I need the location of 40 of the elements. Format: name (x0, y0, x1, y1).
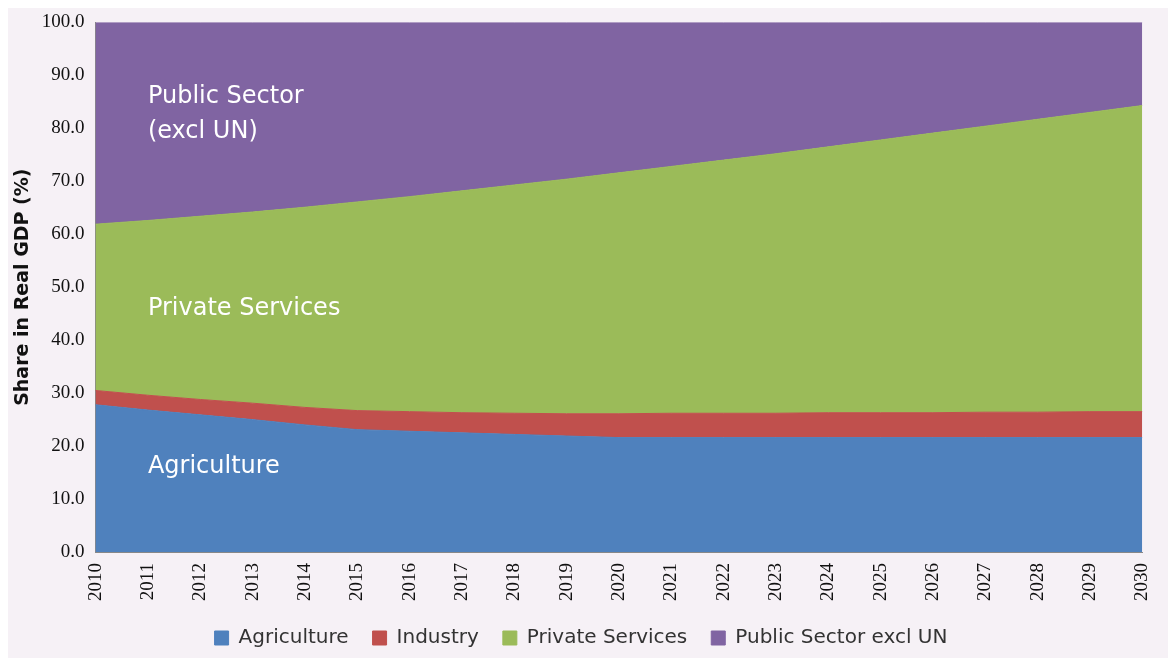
legend-label: Private Services (526, 624, 688, 649)
x-tick-label: 2022 (711, 563, 733, 601)
annotation: Public Sector (excl UN) (147, 80, 304, 144)
x-tick-label: 2011 (135, 563, 157, 601)
y-tick-label: 20.0 (51, 434, 85, 456)
x-tick-label: 2018 (502, 563, 524, 601)
x-tick-label: 2019 (554, 563, 576, 601)
y-tick-label: 50.0 (51, 275, 85, 297)
x-tick-label: 2013 (240, 563, 262, 601)
y-tick-label: 100.0 (41, 10, 85, 32)
y-tick-label: 10.0 (51, 487, 85, 509)
x-tick-label: 2015 (345, 563, 367, 601)
x-tick-label: 2029 (1077, 563, 1099, 601)
x-tick-label: 2017 (449, 563, 471, 601)
annotation: Agriculture (147, 451, 280, 480)
legend-label: Agriculture (238, 624, 349, 649)
y-tick-label: 30.0 (51, 381, 85, 403)
y-tick-label: 40.0 (51, 328, 85, 350)
x-tick-label: 2024 (816, 562, 838, 601)
y-axis-title: Share in Real GDP (%) (10, 168, 33, 406)
x-tick-label: 2026 (920, 563, 942, 601)
y-tick-label: 80.0 (51, 116, 85, 138)
x-tick-label: 2020 (606, 563, 628, 601)
x-tick-label: 2023 (763, 563, 785, 601)
y-tick-label: 70.0 (51, 169, 85, 191)
x-tick-label: 2021 (659, 563, 681, 601)
x-tick-label: 2028 (1025, 563, 1047, 601)
y-tick-label: 90.0 (51, 63, 85, 85)
y-tick-label: 60.0 (51, 222, 85, 244)
x-tick-label: 2016 (397, 563, 419, 601)
x-tick-label: 2025 (868, 563, 890, 601)
legend-label: Public Sector excl UN (735, 624, 948, 649)
legend-label: Industry (396, 624, 480, 649)
x-tick-label: 2010 (83, 563, 105, 601)
annotation: Private Services (147, 292, 341, 321)
x-tick-label: 2030 (1130, 563, 1152, 601)
x-tick-label: 2027 (973, 563, 995, 601)
x-tick-label: 2012 (188, 563, 210, 601)
y-tick-label: 0.0 (60, 539, 85, 561)
x-tick-label: 2014 (292, 562, 314, 601)
